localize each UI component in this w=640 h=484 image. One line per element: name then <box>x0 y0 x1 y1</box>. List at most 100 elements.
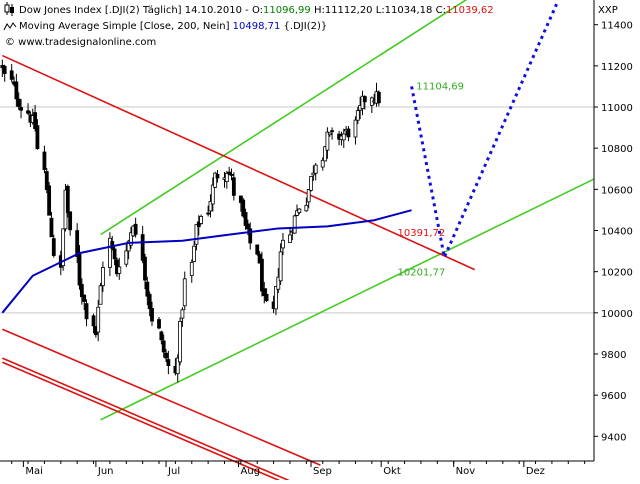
candle <box>304 197 309 212</box>
candle <box>353 116 358 145</box>
candle-body <box>16 98 21 107</box>
candle <box>157 317 161 330</box>
candle-body <box>213 172 218 188</box>
candle <box>182 271 187 311</box>
candle-body <box>376 91 381 104</box>
x-tick-label: Jul <box>167 466 180 477</box>
candle <box>147 291 152 317</box>
candle-body <box>264 294 269 302</box>
candle-body <box>19 107 23 111</box>
candle <box>264 288 269 302</box>
candle <box>311 165 316 181</box>
y-tick-label: 10200 <box>601 268 633 279</box>
candle-body <box>150 308 154 322</box>
candle <box>82 294 87 311</box>
candle <box>224 170 229 189</box>
candle <box>16 92 21 110</box>
candle-body <box>117 266 122 274</box>
candle-body <box>110 240 115 249</box>
candle-body <box>143 256 147 281</box>
candle <box>49 212 54 238</box>
candle-body <box>44 171 49 190</box>
candle <box>96 299 101 342</box>
channel-line-red <box>2 54 476 271</box>
candle-body <box>140 234 145 261</box>
candle <box>238 195 243 212</box>
candle-body <box>108 237 112 268</box>
price-annotation: 10391,72 <box>398 228 446 239</box>
candle-body <box>100 267 105 286</box>
candle <box>129 227 133 249</box>
y-tick-label: 11000 <box>601 103 633 114</box>
x-tick-label: Sep <box>313 466 332 477</box>
y-tick-label: 10400 <box>601 227 633 238</box>
candle <box>26 103 30 115</box>
candle <box>281 232 285 256</box>
candle-body <box>84 303 89 320</box>
y-tick-label: 11400 <box>601 21 633 32</box>
candle-body <box>61 228 66 267</box>
candle-body <box>346 128 351 138</box>
candle-body <box>14 81 19 100</box>
candle-body <box>182 278 187 307</box>
candle <box>276 267 281 293</box>
candle-body <box>2 65 7 74</box>
candle-body <box>215 174 220 179</box>
candle <box>75 223 80 264</box>
y-tick-label: 9600 <box>601 391 626 402</box>
y-tick-label: 11200 <box>601 62 633 73</box>
channel-line-red <box>2 361 290 484</box>
candle-body <box>159 331 164 341</box>
candle <box>362 95 367 110</box>
candle-body <box>164 352 168 359</box>
candle-body <box>206 212 211 215</box>
header-line1-prefix: Dow Jones Index [.DJI(2) Täglich] 14.10.… <box>19 5 252 16</box>
candle <box>91 313 96 334</box>
candle <box>206 205 211 217</box>
candle <box>166 350 171 375</box>
candle <box>257 251 262 264</box>
candle-body <box>133 223 138 235</box>
candle-body <box>161 340 166 353</box>
candle <box>210 177 215 212</box>
candle-body <box>196 221 201 228</box>
candle-body <box>65 185 70 214</box>
copyright-text: © www.tradesignalonline.com <box>5 37 156 48</box>
candle-body <box>147 293 152 310</box>
candle <box>9 64 14 83</box>
header-ma-suffix: {.DJI(2)} <box>280 21 327 32</box>
candle-body <box>47 185 52 216</box>
candle <box>100 261 105 292</box>
candle <box>194 224 199 251</box>
candle-body <box>33 112 37 129</box>
candle-body <box>288 234 292 243</box>
candle-body <box>353 119 358 138</box>
candle <box>47 181 52 216</box>
candle-body <box>278 251 283 282</box>
candle-body <box>274 285 278 310</box>
candle <box>178 317 182 366</box>
candle <box>19 99 23 119</box>
candle-body <box>194 224 199 245</box>
candle-body <box>341 133 346 141</box>
candle-body <box>126 240 131 252</box>
annotation-layer: 11104,69 10391,72 10201,77 <box>398 81 464 278</box>
candle-body <box>248 228 253 244</box>
candle <box>227 166 232 175</box>
candle <box>260 251 264 297</box>
candle-body <box>281 239 285 249</box>
candle-body <box>224 172 229 182</box>
candle <box>231 172 236 201</box>
candle <box>192 241 197 263</box>
legend-header: Dow Jones Index [.DJI(2) Täglich] 14.10.… <box>3 2 494 48</box>
trendlines-layer <box>2 0 595 484</box>
candle <box>117 257 122 280</box>
candle <box>213 171 218 189</box>
candle <box>68 211 73 236</box>
candle <box>199 214 204 225</box>
x-tick-label: Aug <box>241 466 261 477</box>
candle <box>145 276 150 306</box>
channel-line-green <box>100 178 595 421</box>
y-axis-ticks: 9400 9600 9800 10000 10200 10400 10600 10800 110… <box>594 21 633 443</box>
moving-average-line <box>1 209 412 314</box>
